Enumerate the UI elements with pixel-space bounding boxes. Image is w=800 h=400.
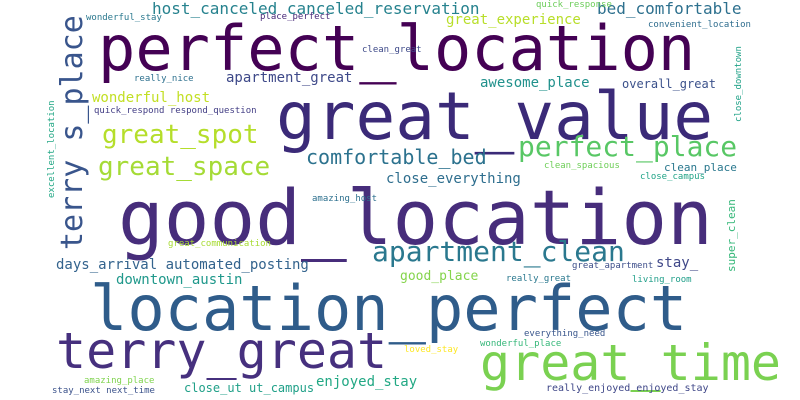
word-quick-respond-respond-question: quick_respond respond_question	[94, 106, 257, 116]
word-clean-place: clean_place	[664, 161, 737, 174]
word-amazing-place: amazing_place	[84, 376, 155, 386]
word-convenient-location: convenient_location	[648, 20, 751, 30]
word-overall-great: overall_great	[622, 77, 716, 91]
word-good-location: good_location	[118, 173, 713, 262]
word-great-spot: great_spot	[102, 120, 259, 150]
word-excellent-location: excellent_location	[47, 100, 57, 198]
word-apartment-clean: apartment_clean	[372, 235, 625, 268]
word-close-downtown: close_downtown	[734, 46, 744, 122]
word-apartment-great: apartment_great	[226, 70, 353, 86]
word-terry-great: terry_great	[56, 322, 388, 380]
word-quick-response: quick_response	[536, 0, 612, 10]
word-super-clean: super_clean	[725, 199, 738, 272]
word-wonderful-stay: wonderful_stay	[86, 13, 162, 23]
word-wonderful-host: wonderful_host	[92, 90, 211, 106]
word-wonderful-place: wonderful_place	[480, 339, 562, 349]
word-everything-need: everything_need	[524, 329, 606, 339]
word-bed-comfortable: bed_comfortable	[597, 0, 742, 18]
word-close-everything: close_everything	[386, 171, 521, 187]
word-great-experience: great_experience	[446, 12, 581, 28]
word-place-perfect: place_perfect	[260, 12, 331, 22]
word-good-place: good_place	[400, 269, 479, 284]
word-location-perfect: location_perfect	[90, 272, 688, 345]
word-downtown-austin: downtown_austin	[116, 272, 243, 288]
word-comfortable-bed: comfortable_bed	[306, 145, 487, 169]
word-amazing-host: amazing_host	[312, 194, 378, 204]
word-perfect-location: perfect_location	[98, 12, 696, 85]
word-stay-next-next-time: stay_next next_time	[52, 386, 155, 396]
word-close-ut-ut-campus: close_ut ut_campus	[184, 381, 315, 395]
word-days-arrival-automated-posting: days_arrival automated_posting	[56, 257, 309, 273]
word-great-value: great_value	[276, 78, 714, 155]
word-clean-great: clean_great	[362, 45, 422, 55]
word-host-canceled-canceled-reservation: host_canceled canceled_reservation	[152, 0, 480, 18]
word-great-apartment: great_apartment	[572, 261, 654, 271]
word-terry-s-place: terry s_place	[55, 15, 90, 250]
word-living-room: living_room	[632, 275, 692, 285]
word-great-time: great_time	[480, 334, 782, 392]
word-really-great: really_great	[506, 274, 572, 284]
word-close-campus: close_campus	[640, 172, 706, 182]
word-awesome-place: awesome_place	[480, 75, 590, 91]
word-really-enjoyed-enjoyed-stay: really_enjoyed enjoyed_stay	[546, 383, 709, 394]
word-really-nice: really_nice	[134, 74, 194, 84]
word-enjoyed-stay: enjoyed_stay	[316, 374, 418, 390]
word-clean-spacious: clean_spacious	[544, 161, 620, 171]
word-great-space: great_space	[98, 152, 271, 182]
word-loved-stay: loved_stay	[404, 345, 459, 355]
word-stay-: stay_	[656, 255, 699, 271]
word-perfect-place: perfect_place	[518, 130, 738, 163]
word-great-communication: great_communication	[168, 239, 271, 249]
